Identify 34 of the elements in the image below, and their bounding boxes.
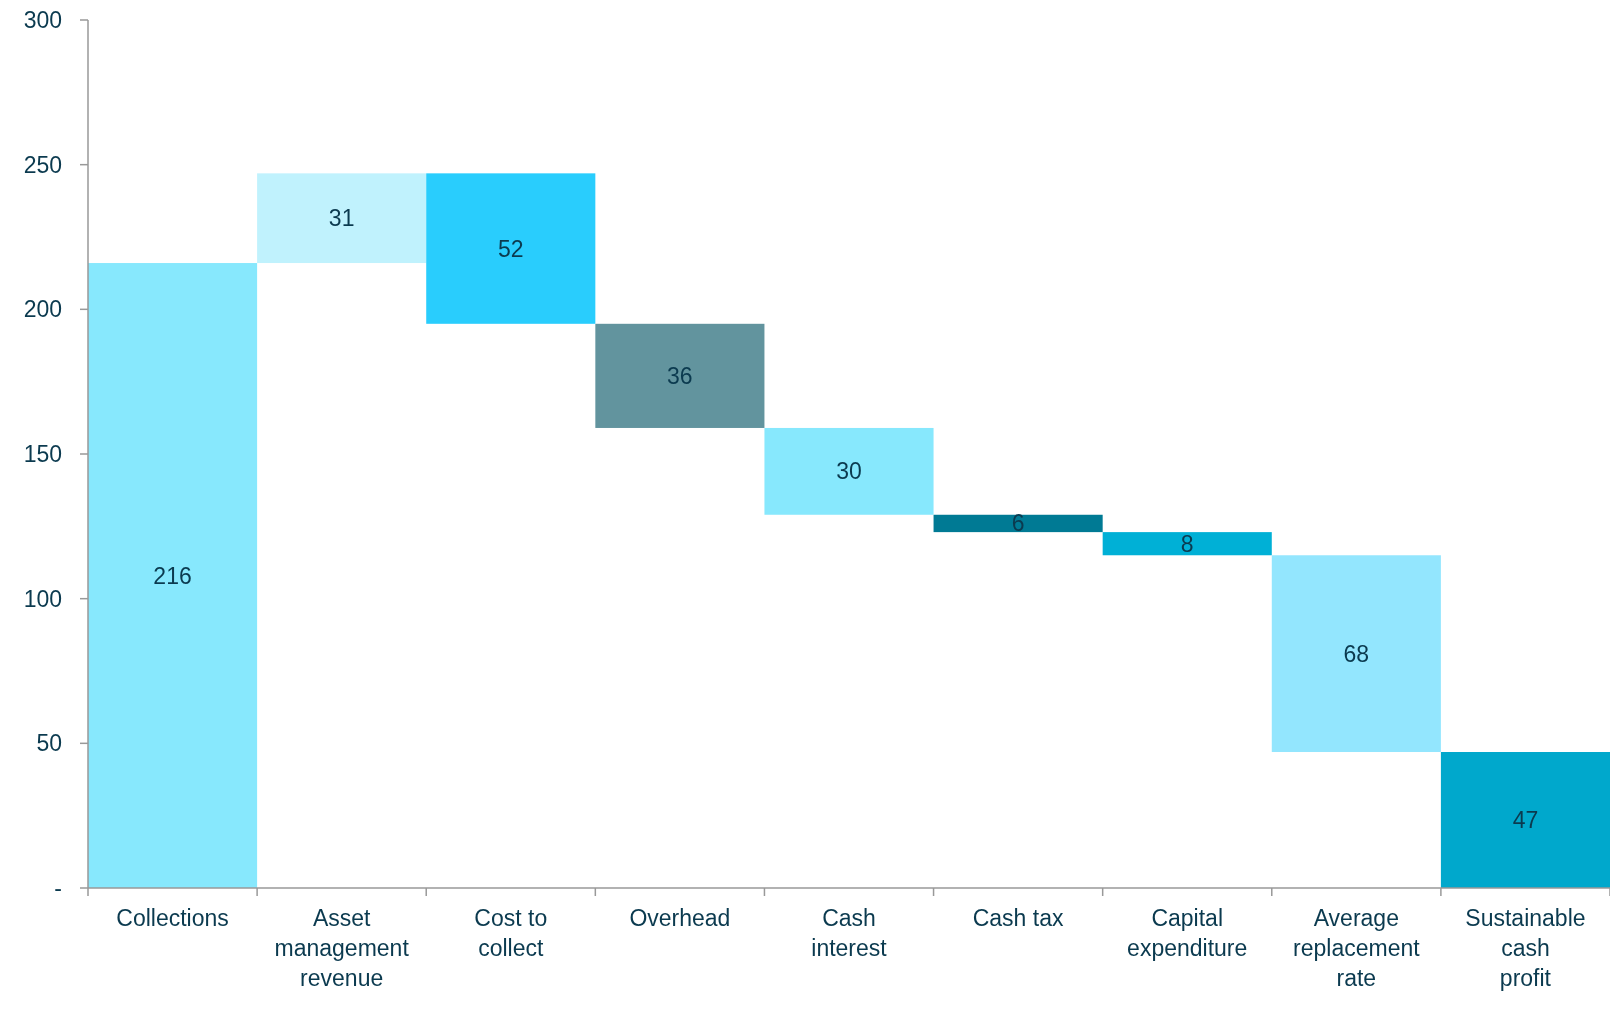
data-label: 6 [1011,510,1025,537]
y-tick-label: 150 [23,441,62,468]
bar [426,173,596,324]
x-tick-label: Cash interest [811,905,888,961]
data-label: 36 [667,362,693,389]
x-tick-label: Overhead [629,905,731,931]
bar [764,427,934,515]
x-tick-label: Cash tax [972,905,1064,931]
x-tick-label: Capital expenditure [1127,905,1248,961]
data-label: 30 [836,458,862,485]
x-tick-label: Average replacement rate [1293,905,1421,991]
x-tick-label: Cost to collect [474,905,548,961]
y-tick-label: 300 [23,7,62,34]
bar [257,173,427,264]
data-label: 47 [1512,807,1539,834]
y-tick-label: 250 [23,151,62,178]
bar [933,514,1103,533]
y-tick-label: 200 [23,296,62,323]
y-tick-label: 50 [36,730,62,757]
bar [1102,532,1272,556]
data-label: 216 [153,562,192,589]
data-label: 52 [497,235,524,262]
x-tick-label: Sustainable cash profit [1465,905,1586,991]
x-tick-label: Asset management revenue [274,905,410,991]
y-tick-label: - [54,875,62,902]
bar [1271,555,1441,753]
bar [595,323,765,428]
bar [1440,752,1610,888]
y-tick-label: 100 [23,585,62,612]
x-tick-label: Collections [116,905,229,931]
data-label: 31 [328,205,355,232]
data-label: 68 [1343,640,1370,667]
bar [88,263,258,888]
data-label: 8 [1180,530,1194,557]
